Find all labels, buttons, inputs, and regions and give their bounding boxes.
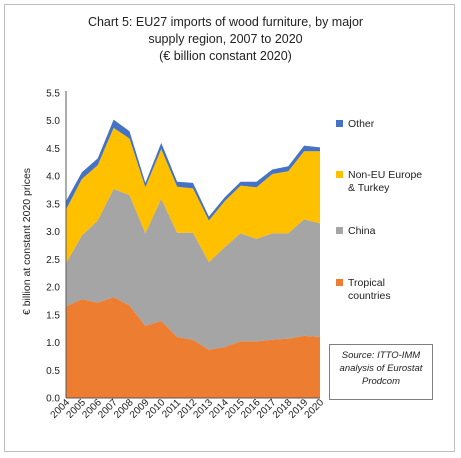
legend-label-other: Other <box>348 118 375 130</box>
legend-label-noneu: Non-EU Europe <box>348 169 422 181</box>
y-axis-label: € billion at constant 2020 prices <box>21 168 33 315</box>
chart-title-line-1: Chart 5: EU27 imports of wood furniture,… <box>87 15 364 29</box>
y-tick-label: 2.5 <box>46 255 60 266</box>
legend-label-china: China <box>348 225 376 237</box>
area-tropical <box>66 297 320 398</box>
y-tick-label: 3.5 <box>46 199 60 210</box>
legend-swatch-noneu <box>336 171 343 178</box>
legend-swatch-other <box>336 120 343 127</box>
legend-swatch-china <box>336 227 343 234</box>
source-line-2: analysis of Eurostat <box>339 363 423 374</box>
y-tick-label: 0.0 <box>46 394 60 405</box>
x-tick-labels: 2004200520062007200820092010201120122013… <box>49 397 327 421</box>
y-tick-label: 4.0 <box>46 172 60 183</box>
legend-label-noneu: & Turkey <box>348 182 390 194</box>
y-tick-labels: 0.0 0.5 1.0 1.5 2.0 2.5 3.0 3.5 4.0 4.5 5.0 5.5 <box>46 89 60 405</box>
area-noneu <box>66 127 320 264</box>
chart-title-line-3: (€ billion constant 2020) <box>159 49 292 63</box>
legend: Other Non-EU Europe& Turkey China Tropicalc… <box>336 118 422 302</box>
legend-label-tropical: Tropical <box>348 277 385 289</box>
y-tick-label: 0.5 <box>46 366 60 377</box>
y-tick-label: 1.5 <box>46 310 60 321</box>
x-tick-label: 2020 <box>303 397 327 421</box>
y-tick-label: 4.5 <box>46 144 60 155</box>
area-china <box>66 188 320 350</box>
source-note: Source: ITTO-IMM analysis of Eurostat Pr… <box>329 349 433 388</box>
legend-label-tropical: countries <box>348 290 391 302</box>
area-series-group <box>66 119 320 398</box>
y-tick-label: 5.5 <box>46 89 60 100</box>
chart-title-line-2: supply region, 2007 to 2020 <box>148 32 303 46</box>
chart-title: Chart 5: EU27 imports of wood furniture,… <box>0 14 451 65</box>
source-box <box>329 344 433 400</box>
y-tick-label: 1.0 <box>46 338 60 349</box>
legend-swatch-tropical <box>336 279 343 286</box>
axes-group <box>65 91 320 399</box>
y-tick-label: 5.0 <box>46 116 60 127</box>
y-tick-label: 3.0 <box>46 227 60 238</box>
y-tick-label: 2.0 <box>46 283 60 294</box>
source-line-3: Prodcom <box>361 376 400 387</box>
source-line-1: Source: ITTO-IMM <box>341 350 421 361</box>
